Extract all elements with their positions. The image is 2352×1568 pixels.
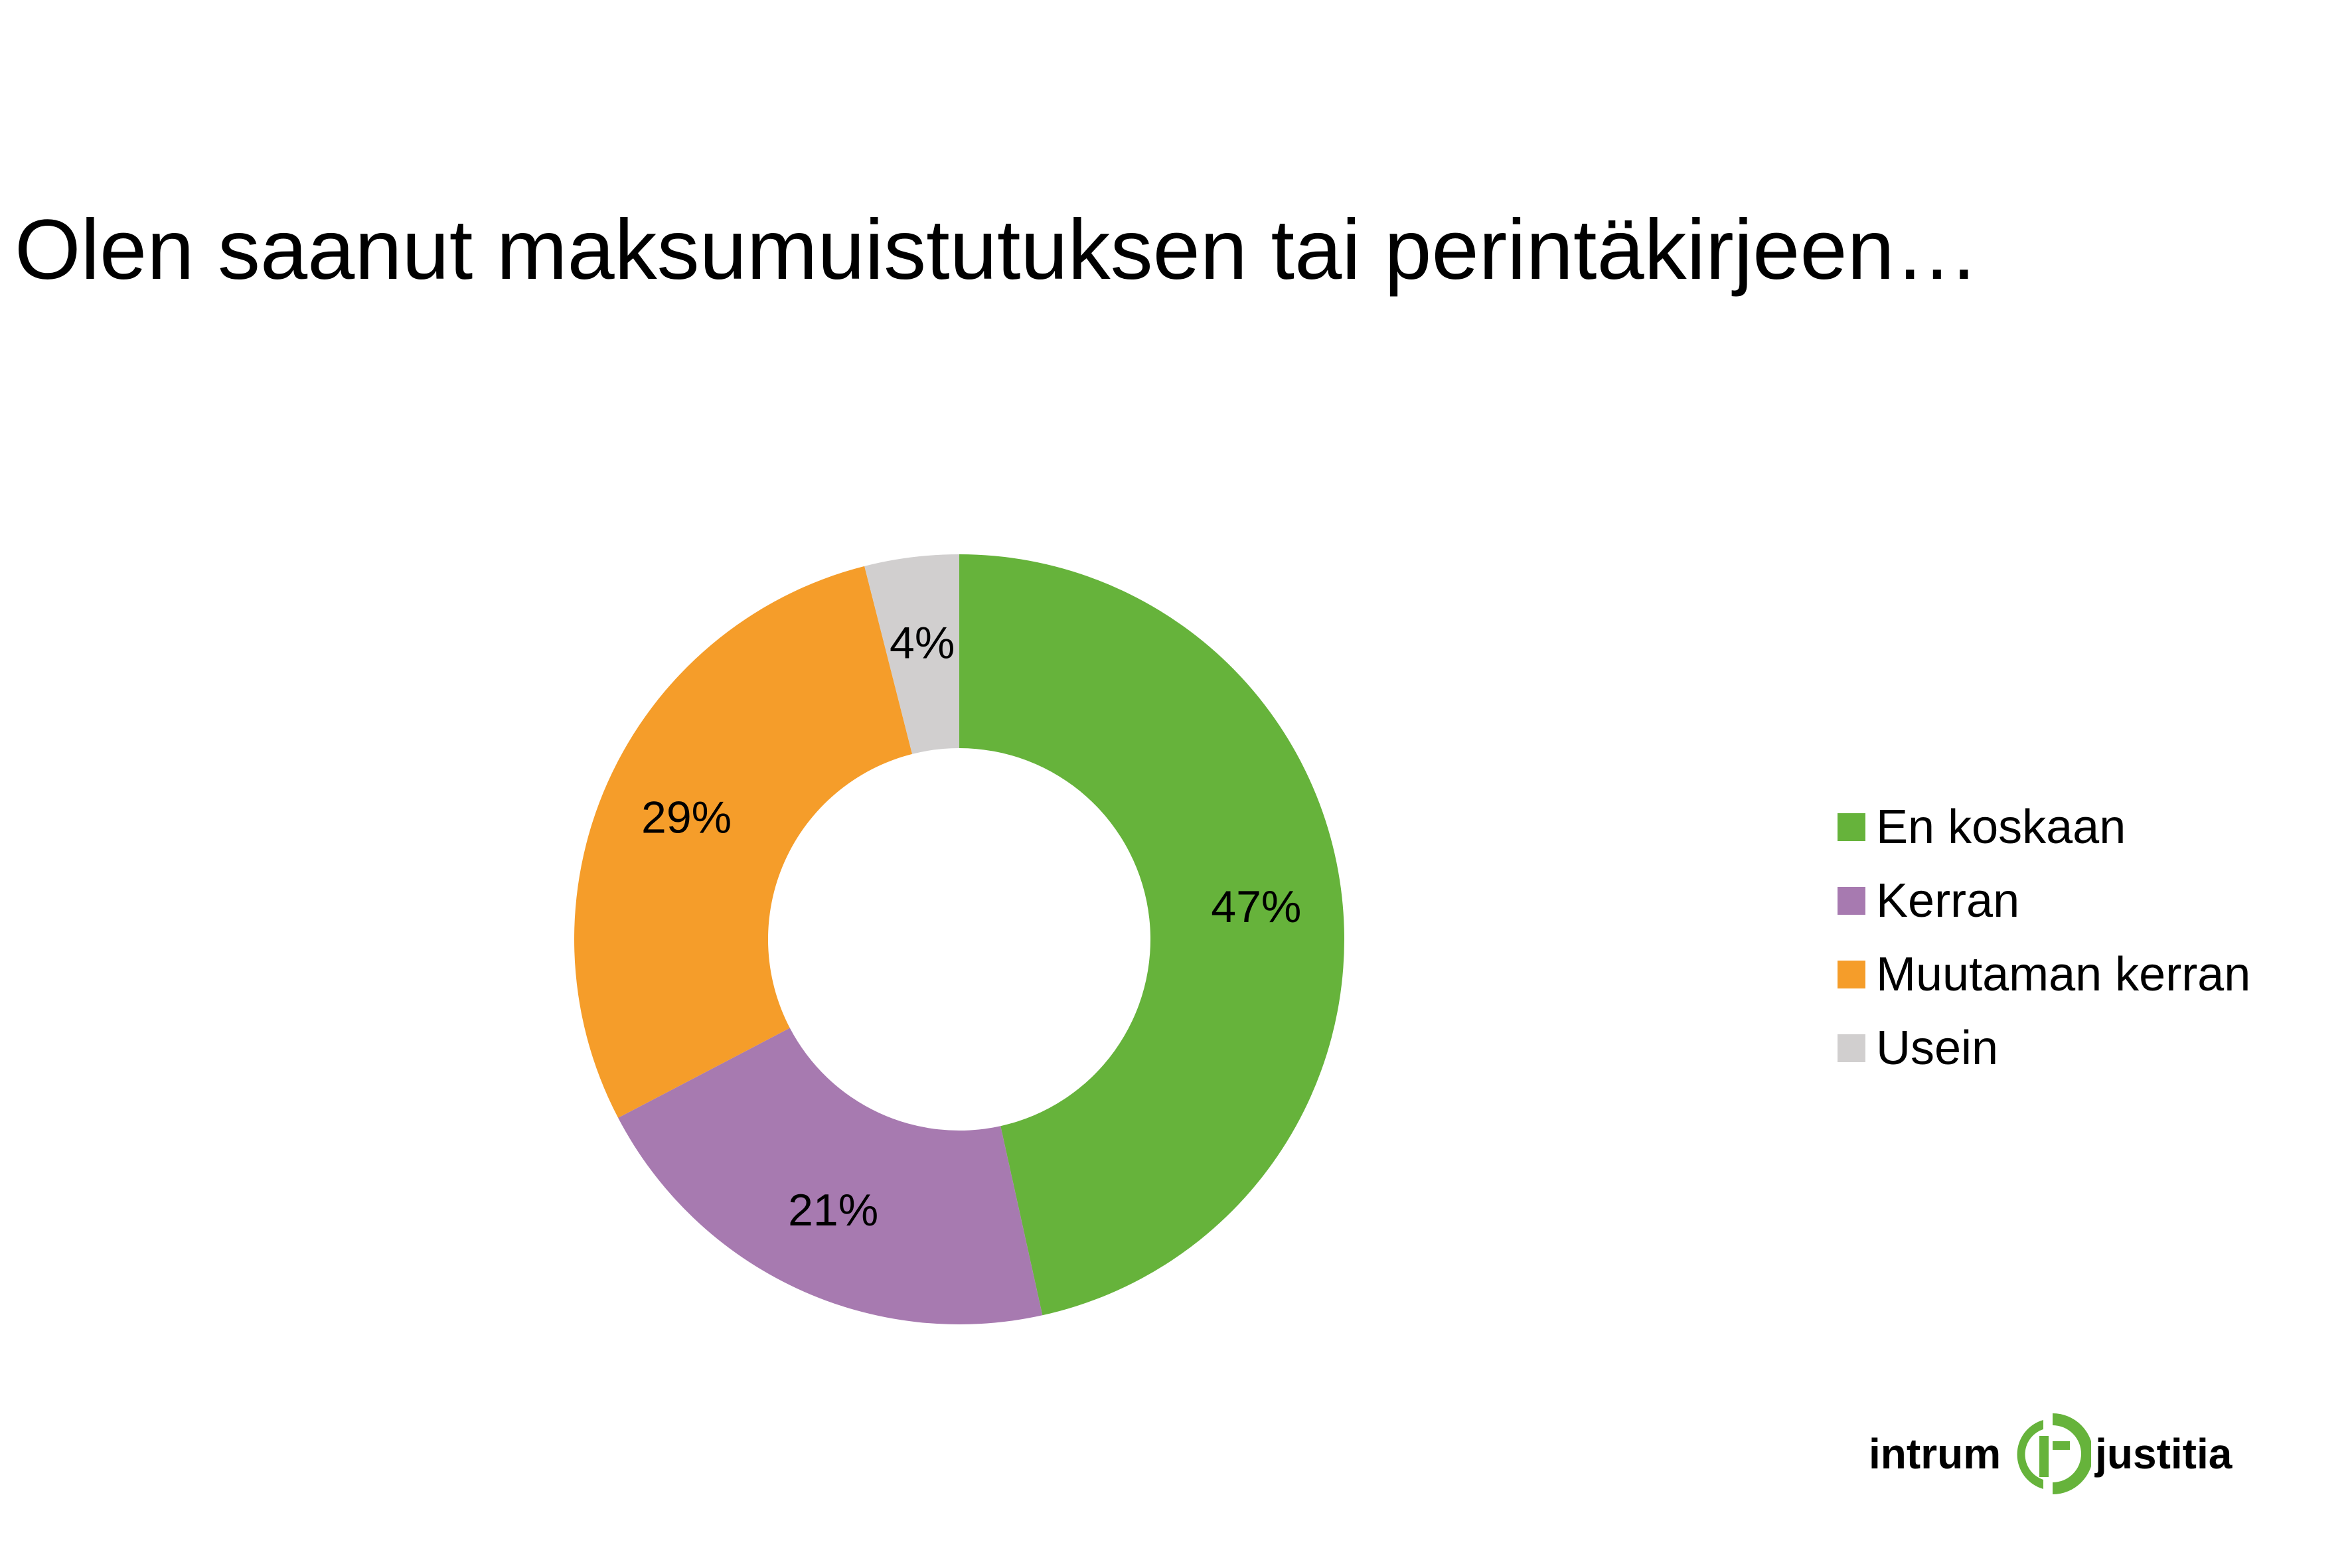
donut-slice-muutaman-kerran [574,566,913,1118]
legend-item: Kerran [1838,864,2250,937]
company-logo: intrum justitia [1869,1411,2232,1497]
legend-label: Kerran [1876,874,2020,927]
donut-slice-kerran [618,1028,1043,1324]
data-label-kerran: 21% [788,1185,878,1235]
legend-label: En koskaan [1876,800,2126,854]
legend-swatch [1838,1034,1865,1062]
legend-swatch [1838,960,1865,988]
legend-item: En koskaan [1838,790,2250,864]
legend-item: Usein [1838,1011,2250,1085]
donut-slice-usein [864,554,959,754]
legend-label: Muutaman kerran [1876,947,2251,1001]
data-label-muutaman-kerran: 29% [641,793,732,843]
chart-title: Olen saanut maksumuistutuksen tai perint… [15,202,1980,297]
legend-item: Muutaman kerran [1838,937,2250,1011]
chart-legend: En koskaan Kerran Muutaman kerran Usein [1838,790,2250,1085]
logo-word-justitia: justitia [2095,1430,2233,1478]
legend-swatch [1838,813,1865,841]
data-label-usein: 4% [890,617,955,668]
donut-slice-en-koskaan [959,554,1345,1316]
logo-word-intrum: intrum [1869,1430,2001,1478]
legend-label: Usein [1876,1021,1999,1075]
logo-mark-icon [2017,1413,2092,1494]
legend-swatch [1838,886,1865,915]
data-label-en-koskaan: 47% [1211,882,1301,932]
